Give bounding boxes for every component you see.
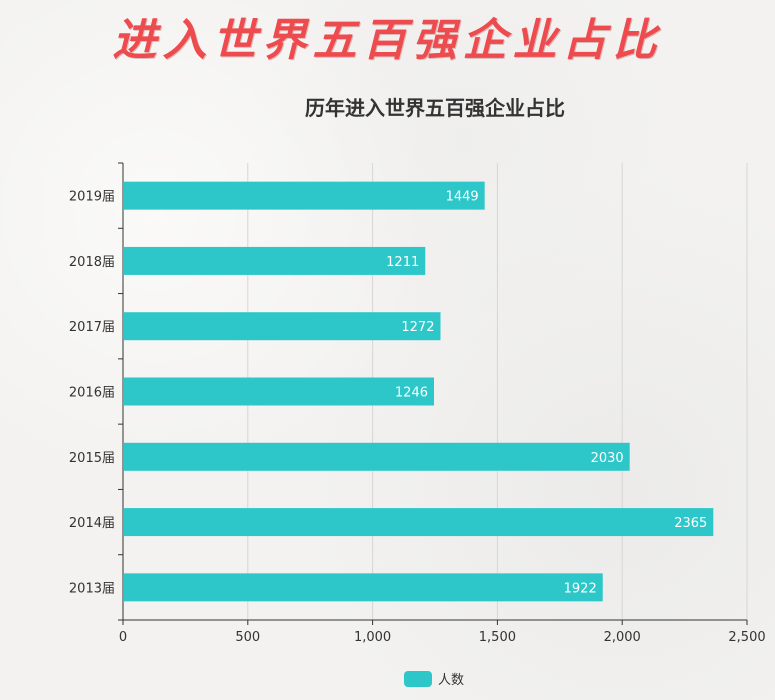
legend-label: 人数 — [438, 673, 465, 688]
x-tick-label: 500 — [235, 630, 260, 645]
banner-title: 进入世界五百强企业占比 — [112, 15, 663, 66]
bar — [124, 573, 603, 602]
chart-title: 历年进入世界五百强企业占比 — [305, 96, 565, 120]
y-tick-label: 2018届 — [69, 255, 115, 270]
y-tick-label: 2014届 — [69, 516, 115, 531]
bar-value-label: 2030 — [591, 451, 624, 466]
bar-value-label: 1449 — [446, 190, 479, 205]
bar — [124, 181, 485, 210]
legend-swatch[interactable] — [404, 670, 432, 687]
bar — [124, 377, 435, 406]
y-tick-label: 2017届 — [69, 320, 115, 335]
bar-value-label: 1272 — [401, 320, 434, 335]
bar-value-label: 2365 — [674, 516, 707, 531]
bar — [124, 442, 630, 471]
y-tick-label: 2015届 — [69, 451, 115, 466]
bar-value-label: 1246 — [395, 386, 428, 401]
bar-value-label: 1922 — [564, 581, 597, 596]
y-tick-label: 2013届 — [69, 581, 115, 596]
y-tick-label: 2016届 — [69, 386, 115, 401]
bar — [124, 508, 714, 537]
bar-value-label: 1211 — [386, 255, 419, 270]
x-tick-label: 1,500 — [479, 630, 516, 645]
x-tick-label: 2,500 — [728, 630, 765, 645]
bar — [124, 312, 441, 341]
y-tick-label: 2019届 — [69, 190, 115, 205]
x-tick-label: 1,000 — [354, 630, 391, 645]
x-tick-label: 2,000 — [604, 630, 641, 645]
legend[interactable]: 人数 — [404, 669, 464, 688]
x-tick-label: 0 — [119, 630, 127, 645]
bar — [124, 246, 426, 275]
